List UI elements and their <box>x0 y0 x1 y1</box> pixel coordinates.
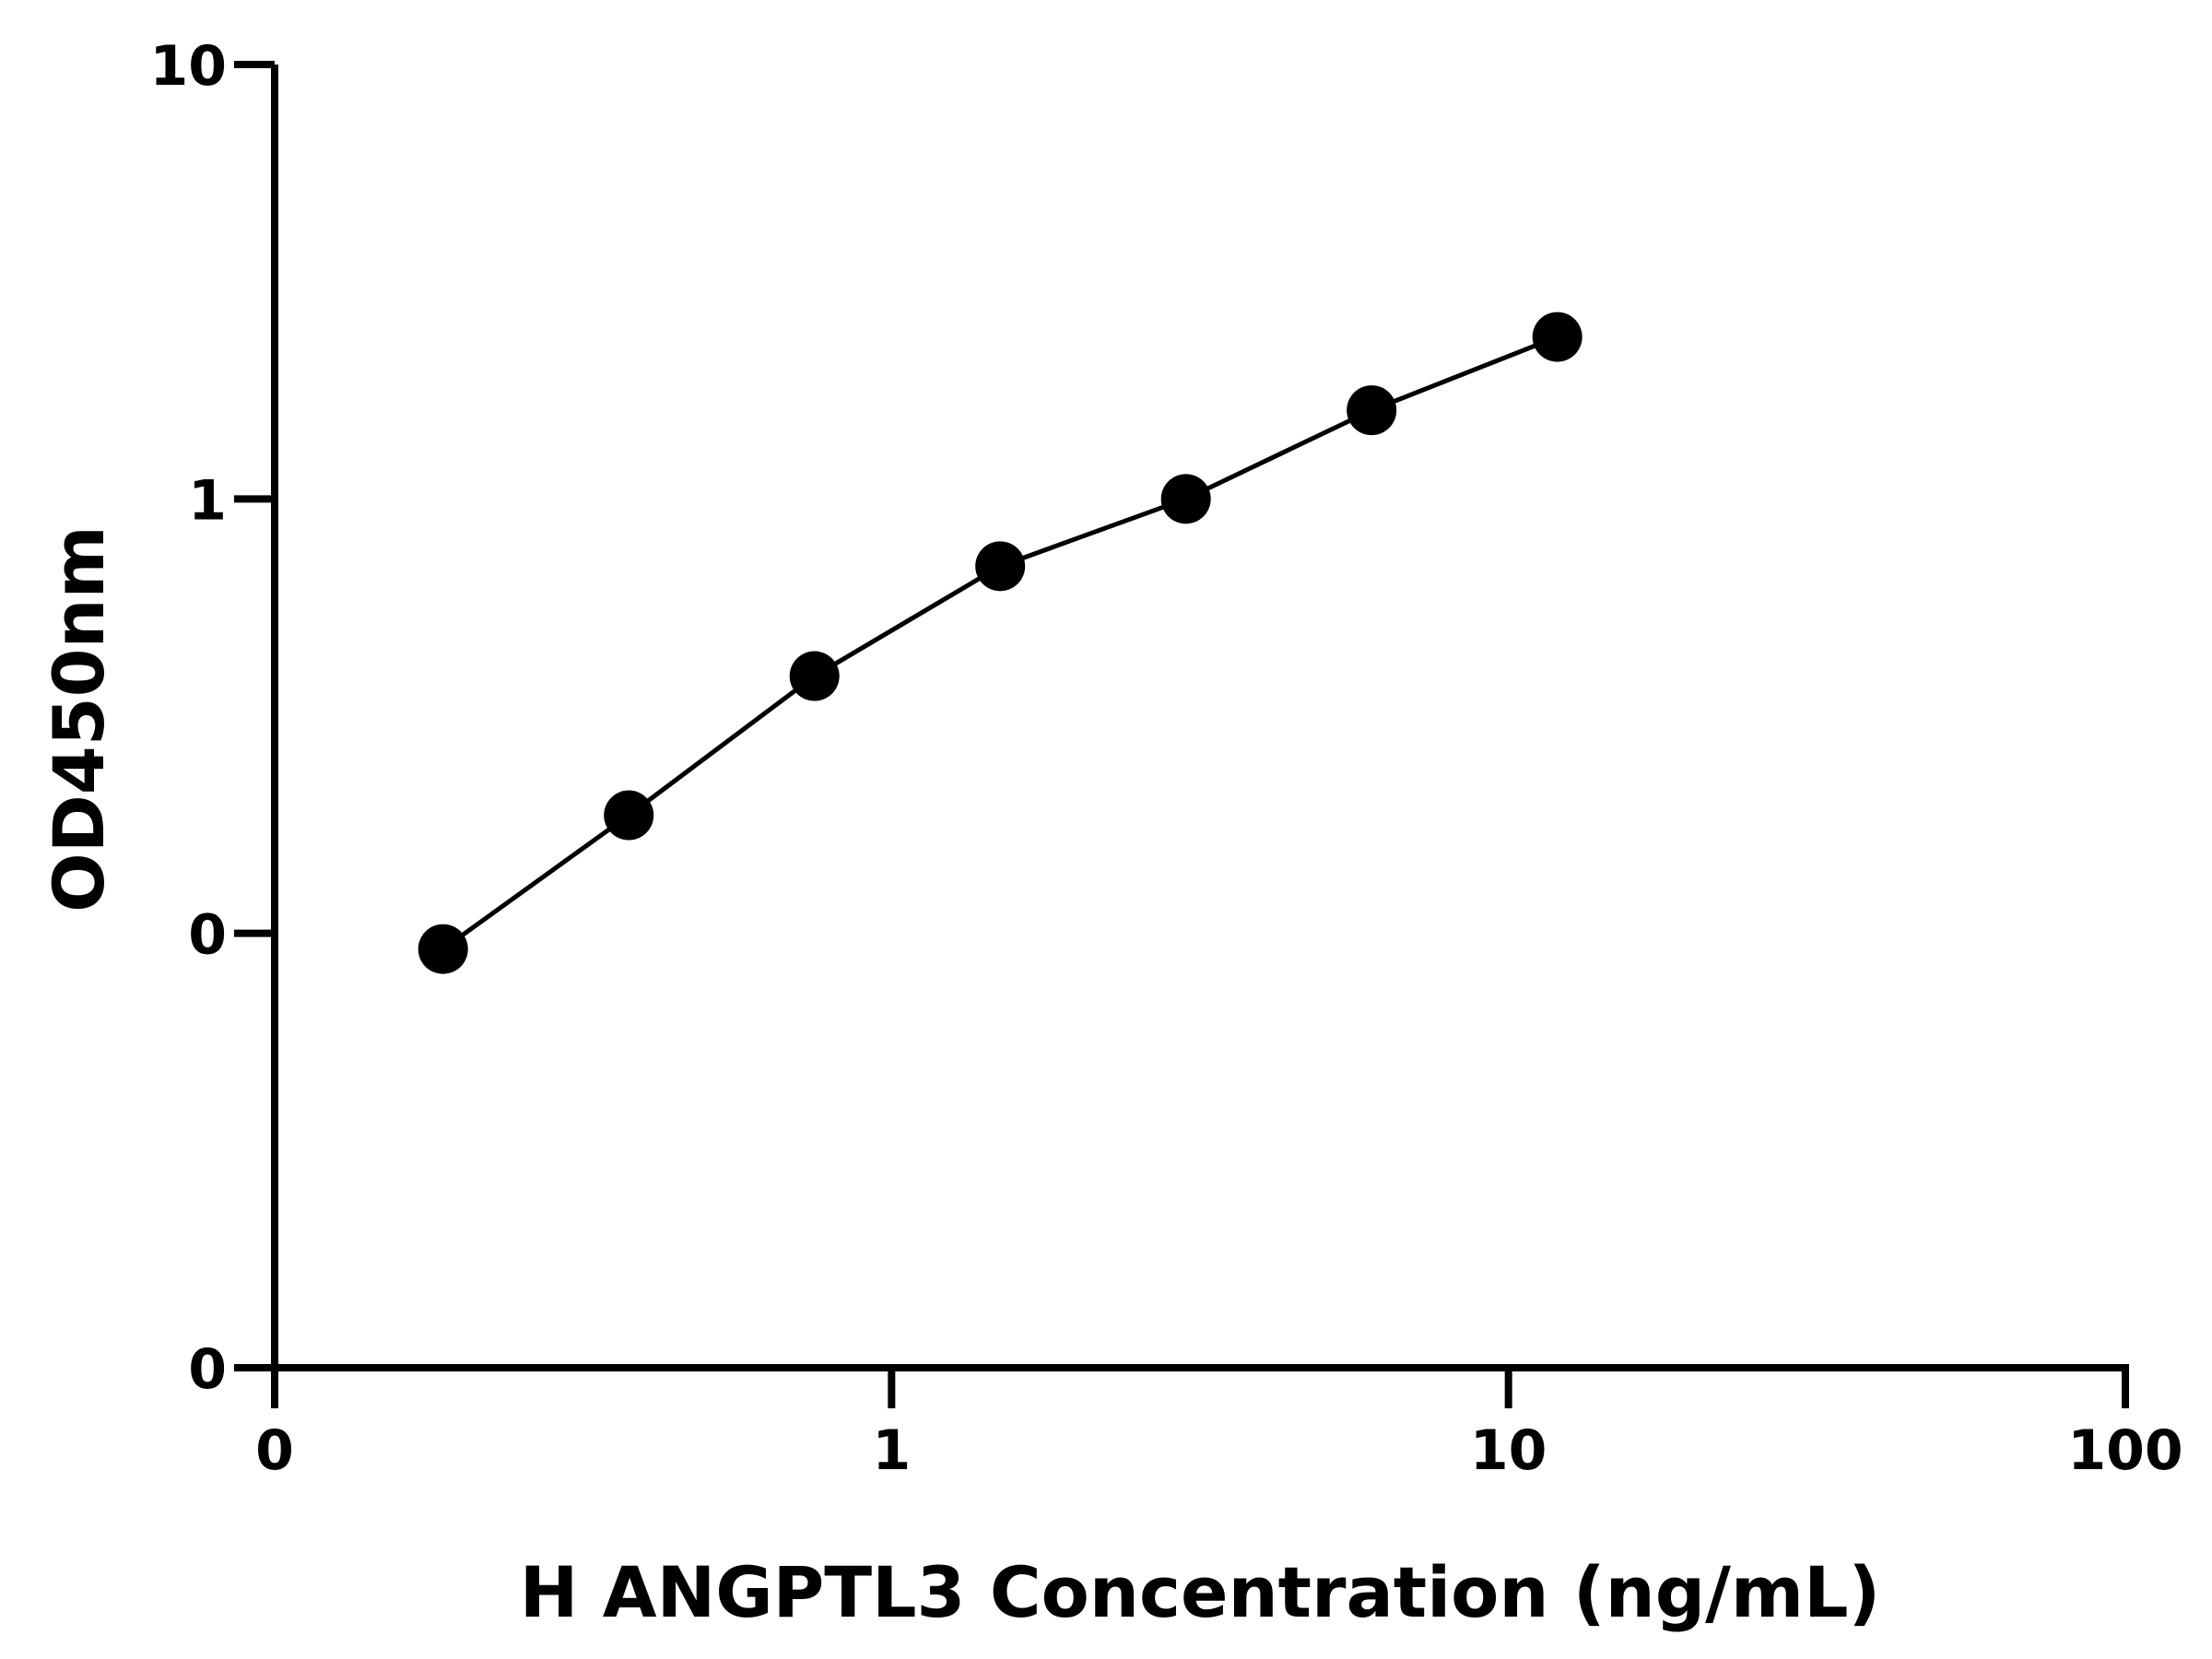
y-tick-label: 0 <box>188 1337 227 1402</box>
y-tick-label: 1 <box>188 468 227 533</box>
data-point <box>975 541 1026 592</box>
data-point <box>789 651 840 701</box>
x-tick-label: 10 <box>1470 1418 1547 1483</box>
data-point <box>1347 385 1397 436</box>
data-point <box>1532 312 1583 362</box>
y-tick-label: 0 <box>188 903 227 968</box>
y-axis-title: OD450nm <box>38 525 120 912</box>
data-point <box>1160 474 1211 524</box>
x-tick-label: 100 <box>2067 1418 2183 1483</box>
y-tick-label: 10 <box>150 34 228 99</box>
data-point <box>604 790 654 841</box>
data-point <box>418 924 468 974</box>
fit-line <box>441 335 1559 951</box>
x-tick-label: 1 <box>872 1418 911 1483</box>
x-tick-label: 0 <box>255 1418 294 1483</box>
x-axis-title: H ANGPTL3 Concentration (ng/mL) <box>520 1551 1881 1633</box>
